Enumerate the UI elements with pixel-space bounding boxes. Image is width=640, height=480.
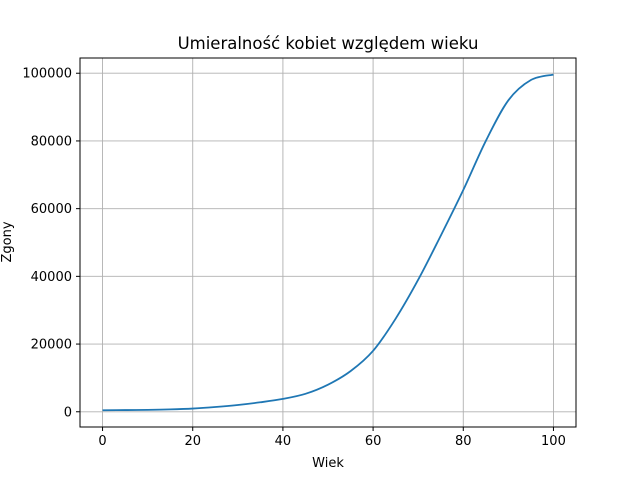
x-tick-label: 20 [184,434,201,449]
y-tick-label: 40000 [31,270,72,285]
chart-title: Umieralność kobiet względem wieku [178,34,479,53]
series-line [102,73,554,412]
y-tick-label: 60000 [31,202,72,217]
y-axis-label: Zgony [0,221,15,262]
x-tick-label: 60 [365,434,382,449]
x-tick-label: 0 [98,434,106,449]
x-tick-label: 40 [275,434,292,449]
y-tick-label: 20000 [31,338,72,353]
ticks: 0 20 40 60 80 100 0 20000 40000 60000 80000 100000 [22,67,566,449]
grid [80,58,576,427]
y-tick-label: 100000 [22,67,72,82]
x-tick-label: 100 [541,434,566,449]
x-axis-label: Wiek [312,456,344,471]
plot-area-frame [79,57,577,428]
y-tick-label: 80000 [31,134,72,149]
y-tick-label: 0 [64,405,72,420]
series-layer [102,73,554,412]
x-tick-label: 80 [455,434,472,449]
